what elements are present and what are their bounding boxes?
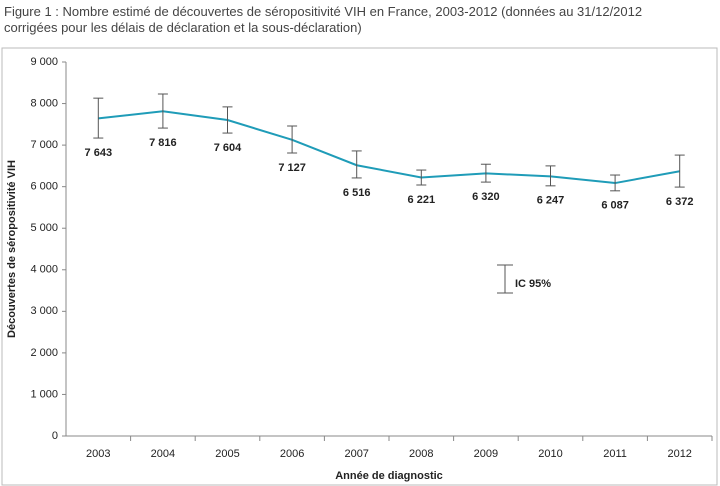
x-tick-label: 2009 [474,448,498,460]
y-tick-label: 0 [52,430,58,442]
x-tick-label: 2010 [538,448,562,460]
value-label: 6 221 [408,194,436,206]
value-label: 6 372 [666,196,694,208]
title-line: corrigées pour les délais de déclaration… [4,20,362,35]
x-tick-label: 2005 [215,448,239,460]
x-tick-label: 2004 [151,448,175,460]
y-tick-label: 7 000 [30,139,58,151]
data-line [98,110,680,185]
x-axis-title: Année de diagnostic [335,470,443,482]
legend-label: IC 95% [515,278,551,290]
x-tick-label: 2008 [409,448,433,460]
y-tick-label: 2 000 [30,347,58,359]
y-axis-title: Découvertes de séropositivité VIH [6,160,18,338]
chart-frame [1,47,718,486]
value-label: 7 643 [85,147,113,159]
y-tick-label: 9 000 [30,56,58,68]
y-tick-label: 4 000 [30,264,58,276]
y-tick-label: 8 000 [30,97,58,109]
y-tick-label: 5 000 [30,222,58,234]
y-tick-label: 1 000 [30,388,58,400]
y-tick-label: 6 000 [30,181,58,193]
chart-title: Figure 1 : Nombre estimé de découvertes … [4,4,716,36]
x-tick-label: 2006 [280,448,304,460]
title-line: Figure 1 : Nombre estimé de découvertes … [4,4,643,19]
value-label: 6 516 [343,187,371,199]
x-tick-label: 2011 [603,448,627,460]
value-label: 6 320 [472,191,500,203]
value-label: 7 604 [214,142,242,154]
x-tick-label: 2012 [667,448,691,460]
legend: IC 95% [497,264,551,294]
value-label: 6 247 [537,195,565,207]
value-label: 6 087 [601,200,629,212]
value-label: 7 816 [149,137,177,149]
x-tick-label: 2007 [344,448,368,460]
value-label: 7 127 [278,162,306,174]
y-tick-label: 3 000 [30,305,58,317]
x-tick-label: 2003 [86,448,110,460]
